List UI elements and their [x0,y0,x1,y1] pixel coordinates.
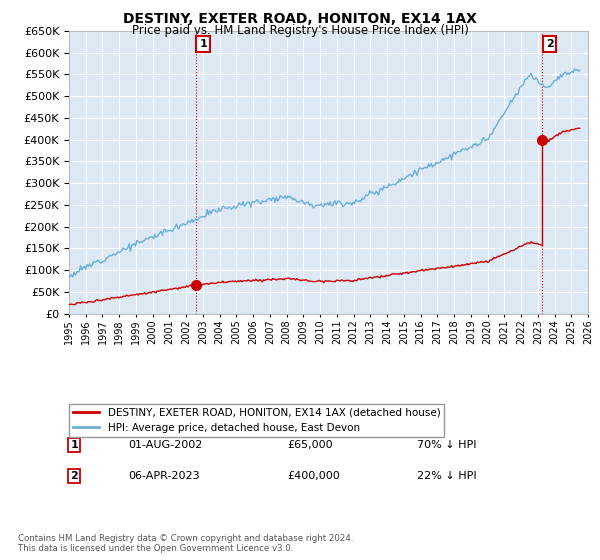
Text: DESTINY, EXETER ROAD, HONITON, EX14 1AX: DESTINY, EXETER ROAD, HONITON, EX14 1AX [123,12,477,26]
Legend: DESTINY, EXETER ROAD, HONITON, EX14 1AX (detached house), HPI: Average price, de: DESTINY, EXETER ROAD, HONITON, EX14 1AX … [69,404,445,437]
Text: 2: 2 [70,471,78,481]
Text: 06-APR-2023: 06-APR-2023 [128,471,200,481]
Text: £400,000: £400,000 [287,471,340,481]
Text: £65,000: £65,000 [287,440,332,450]
Text: 22% ↓ HPI: 22% ↓ HPI [417,471,476,481]
Text: 01-AUG-2002: 01-AUG-2002 [128,440,203,450]
Text: 1: 1 [199,39,207,49]
Text: 2: 2 [545,39,553,49]
Text: 70% ↓ HPI: 70% ↓ HPI [417,440,476,450]
Text: Price paid vs. HM Land Registry's House Price Index (HPI): Price paid vs. HM Land Registry's House … [131,24,469,36]
Text: 1: 1 [70,440,78,450]
Text: Contains HM Land Registry data © Crown copyright and database right 2024.
This d: Contains HM Land Registry data © Crown c… [18,534,353,553]
